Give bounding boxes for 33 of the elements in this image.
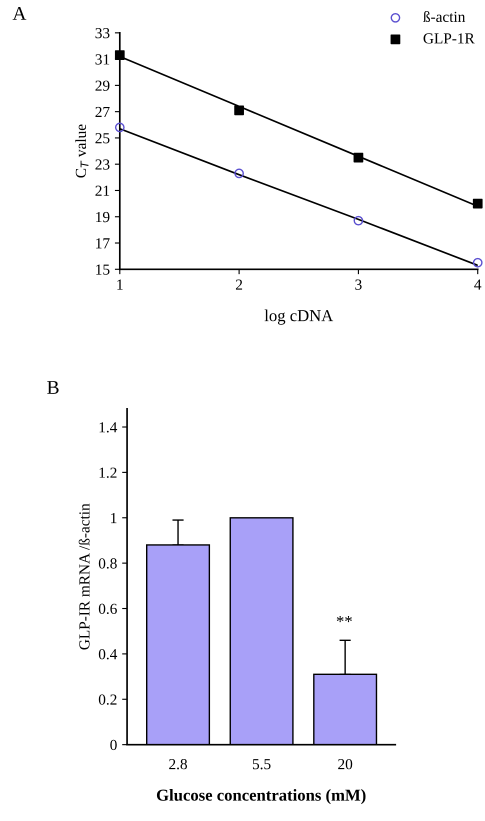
legend-label: GLP-1R bbox=[424, 33, 475, 44]
x-tick-label: 4 bbox=[474, 280, 482, 290]
y-tick-label: 0 bbox=[110, 740, 117, 750]
y-tick-label: 29 bbox=[95, 80, 110, 91]
x-tick-label: 20 bbox=[338, 758, 352, 770]
y-axis-title: GLP-IR mRNA /ß-actin bbox=[78, 504, 90, 650]
x-axis-title: log cDNA bbox=[264, 310, 334, 325]
chart-title: A bbox=[12, 6, 26, 20]
legend-label: ß-actin bbox=[423, 11, 466, 22]
x-tick-label: 2.8 bbox=[169, 758, 188, 770]
y-tick-label: 21 bbox=[95, 186, 110, 196]
y-tick-label: 25 bbox=[95, 133, 110, 144]
y-tick-label: 27 bbox=[95, 106, 110, 117]
x-tick-label: 2 bbox=[236, 279, 242, 290]
annotation: ** bbox=[336, 616, 352, 622]
chart-title: B bbox=[47, 381, 59, 394]
y-tick-label: 1.4 bbox=[100, 422, 118, 433]
x-axis-title: Glucose concentrations (mM) bbox=[156, 789, 366, 804]
x-tick-label: 3 bbox=[355, 279, 362, 290]
y-tick-label: 33 bbox=[96, 28, 110, 38]
x-tick-label: 5.5 bbox=[252, 759, 271, 770]
y-tick-label: 0.6 bbox=[98, 604, 117, 614]
y-tick-label: 19 bbox=[96, 212, 110, 222]
y-tick-label: 17 bbox=[96, 238, 110, 248]
y-tick-label: 1.2 bbox=[100, 468, 117, 478]
y-tick-label: 0.8 bbox=[98, 558, 117, 569]
y-tick-label: 0.2 bbox=[98, 694, 117, 705]
y-tick-label: 0.4 bbox=[98, 649, 118, 660]
y-tick-label: 15 bbox=[96, 264, 110, 275]
y-axis-title: C$_{T}$ value bbox=[75, 124, 88, 178]
y-tick-label: 23 bbox=[95, 159, 110, 170]
y-tick-label: 31 bbox=[96, 54, 110, 65]
y-tick-label: 1 bbox=[111, 512, 116, 524]
